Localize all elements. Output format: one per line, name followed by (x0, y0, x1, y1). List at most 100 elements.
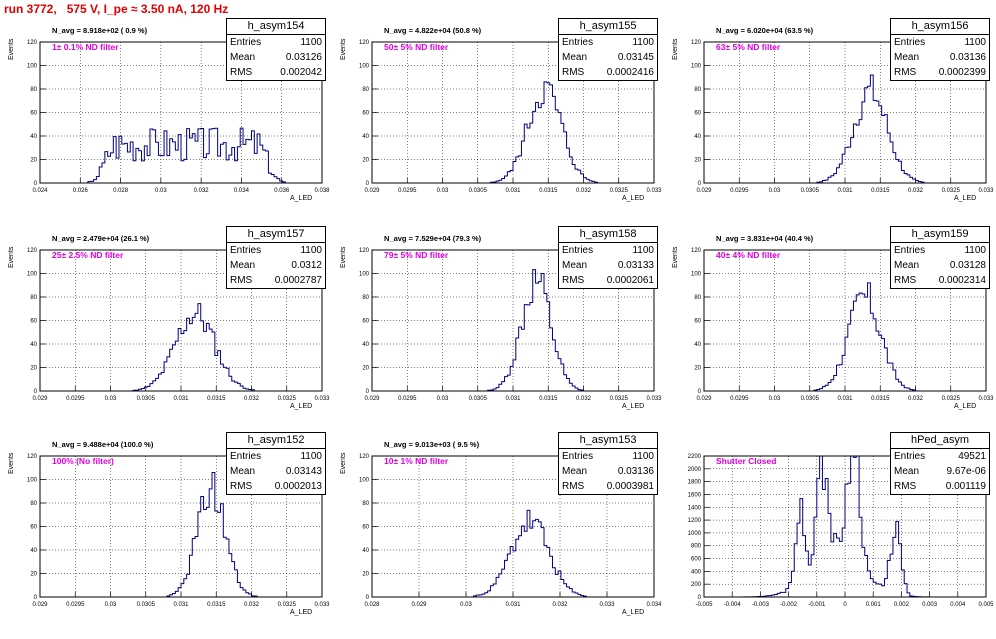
stats-value: 0.0002061 (606, 275, 654, 286)
stats-box: h_asym156 Entries 1100 Mean 0.03136 RMS 0.0002… (890, 18, 990, 81)
y-tick-label: 120 (359, 454, 370, 460)
y-tick-label: 100 (359, 478, 370, 484)
x-tick-label: 0.0305 (137, 602, 156, 608)
filter-label: 40± 4% ND filter (716, 250, 781, 260)
stats-label: Mean (230, 52, 256, 63)
y-tick-label: 20 (694, 158, 701, 164)
stats-value: 0.0002416 (606, 67, 654, 78)
stats-value: 1100 (300, 245, 322, 256)
stats-label: RMS (230, 67, 253, 78)
y-tick-label: 100 (27, 478, 38, 484)
stats-label: RMS (562, 275, 585, 286)
y-tick-label: 20 (30, 366, 37, 372)
filter-label: 100% (No filter) (52, 456, 114, 466)
histogram-svg: 0.029 0.0295 0.03 0.0305 0.031 0.0315 0.032 0.0… (27, 454, 330, 608)
y-tick-label: 80 (362, 295, 369, 301)
stats-row-mean: Mean 9.67e-06 (891, 464, 989, 479)
y-tick-label: 40 (30, 342, 37, 348)
stats-value: 0.03136 (949, 52, 986, 63)
x-tick-label: 0.034 (646, 602, 662, 608)
y-tick-label: 80 (694, 87, 701, 93)
stats-value: 0.03136 (617, 466, 654, 477)
x-tick-label: 0.0325 (942, 396, 961, 402)
filter-label: 25± 2.5% ND filter (52, 250, 124, 260)
x-tick-label: 0.002 (894, 602, 910, 608)
stats-box: h_asym154 Entries 1100 Mean 0.03126 RMS 0.0020… (226, 18, 326, 81)
stats-row-entries: Entries 1100 (559, 35, 657, 50)
x-tick-label: 0.0305 (469, 396, 488, 402)
y-tick-label: 120 (359, 40, 370, 46)
x-tick-label: 0.0315 (539, 188, 558, 194)
histogram-panel: 0.029 0.0295 0.03 0.0305 0.031 0.0315 0.032 0.0… (332, 226, 664, 433)
stats-row-entries: Entries 1100 (227, 449, 325, 464)
histogram-name: h_asym154 (227, 19, 325, 35)
x-tick-label: 0.031 (505, 396, 521, 402)
filter-label: 50± 5% ND filter (384, 42, 449, 52)
x-tick-label: 0.034 (234, 188, 250, 194)
x-tick-label: 0.024 (32, 188, 48, 194)
stats-label: Entries (230, 245, 262, 256)
histogram-panel: 0.029 0.0295 0.03 0.0305 0.031 0.0315 0.032 0.0… (664, 18, 996, 225)
x-axis-label: A_LED (290, 609, 313, 616)
x-tick-label: 0.03 (155, 188, 167, 194)
stats-label: RMS (894, 275, 917, 286)
x-tick-label: 0.0295 (398, 188, 417, 194)
stats-value: 0.03145 (617, 52, 654, 63)
y-axis-label: Events (8, 246, 15, 268)
x-axis-label: A_LED (622, 195, 645, 202)
x-tick-label: -0.005 (695, 602, 713, 608)
stats-box: hPed_asym Entries 49521 Mean 9.67e-06 RMS 0.00… (890, 432, 990, 495)
x-tick-label: 0.0325 (610, 188, 629, 194)
x-tick-label: 0.0325 (278, 602, 297, 608)
x-tick-label: 0.026 (73, 188, 89, 194)
stats-row-mean: Mean 0.0312 (227, 258, 325, 273)
stats-label: Entries (894, 37, 926, 48)
y-tick-label: 100 (359, 272, 370, 278)
stats-row-rms: RMS 0.0002416 (559, 65, 657, 80)
stats-value: 0.03133 (617, 260, 654, 271)
x-tick-label: 0.036 (274, 188, 290, 194)
y-tick-label: 20 (362, 158, 369, 164)
x-tick-label: 0.028 (113, 188, 129, 194)
x-tick-label: 0.03 (769, 188, 781, 194)
histogram-panel: 0.028 0.029 0.03 0.031 0.032 0.033 0.034 0 20 40 6… (332, 432, 664, 639)
y-tick-label: 40 (362, 342, 369, 348)
stats-label: RMS (894, 481, 917, 492)
stats-label: Entries (562, 245, 594, 256)
y-tick-label: 120 (27, 40, 38, 46)
filter-label: 79± 5% ND filter (384, 250, 449, 260)
y-tick-label: 100 (27, 272, 38, 278)
x-tick-label: 0.0305 (801, 188, 820, 194)
stats-row-mean: Mean 0.03145 (559, 50, 657, 65)
stats-label: Mean (562, 466, 588, 477)
y-tick-label: 0 (698, 389, 702, 395)
x-axis-label: A_LED (290, 403, 313, 410)
y-tick-label: 1000 (688, 531, 702, 537)
x-axis-label: A_LED (290, 195, 313, 202)
x-tick-label: -0.004 (724, 602, 742, 608)
stats-label: RMS (230, 481, 253, 492)
histogram-line (372, 509, 654, 598)
stats-label: Mean (562, 260, 588, 271)
histogram-name: h_asym156 (891, 19, 989, 35)
y-tick-label: 60 (694, 111, 701, 117)
x-axis-label: A_LED (622, 403, 645, 410)
x-tick-label: 0.0295 (730, 396, 749, 402)
stats-value: 0.0312 (291, 260, 322, 271)
x-tick-label: -0.001 (808, 602, 826, 608)
stats-value: 1100 (964, 245, 986, 256)
x-tick-label: 0.032 (908, 188, 924, 194)
x-tick-label: 0.029 (696, 188, 712, 194)
y-tick-label: 100 (691, 64, 702, 70)
x-tick-label: 0.0315 (207, 396, 226, 402)
stats-label: Mean (894, 466, 920, 477)
stats-value: 1100 (632, 451, 654, 462)
stats-value: 0.0002314 (938, 275, 986, 286)
x-tick-label: 0.033 (599, 602, 615, 608)
navg-label: N_avg = 3.831e+04 (40.4 %) (716, 234, 814, 243)
navg-label: N_avg = 2.479e+04 (26.1 %) (52, 234, 150, 243)
histogram-name: h_asym159 (891, 227, 989, 243)
y-tick-label: 1400 (688, 505, 702, 511)
stats-label: Entries (894, 451, 926, 462)
x-tick-label: 0.029 (364, 188, 380, 194)
